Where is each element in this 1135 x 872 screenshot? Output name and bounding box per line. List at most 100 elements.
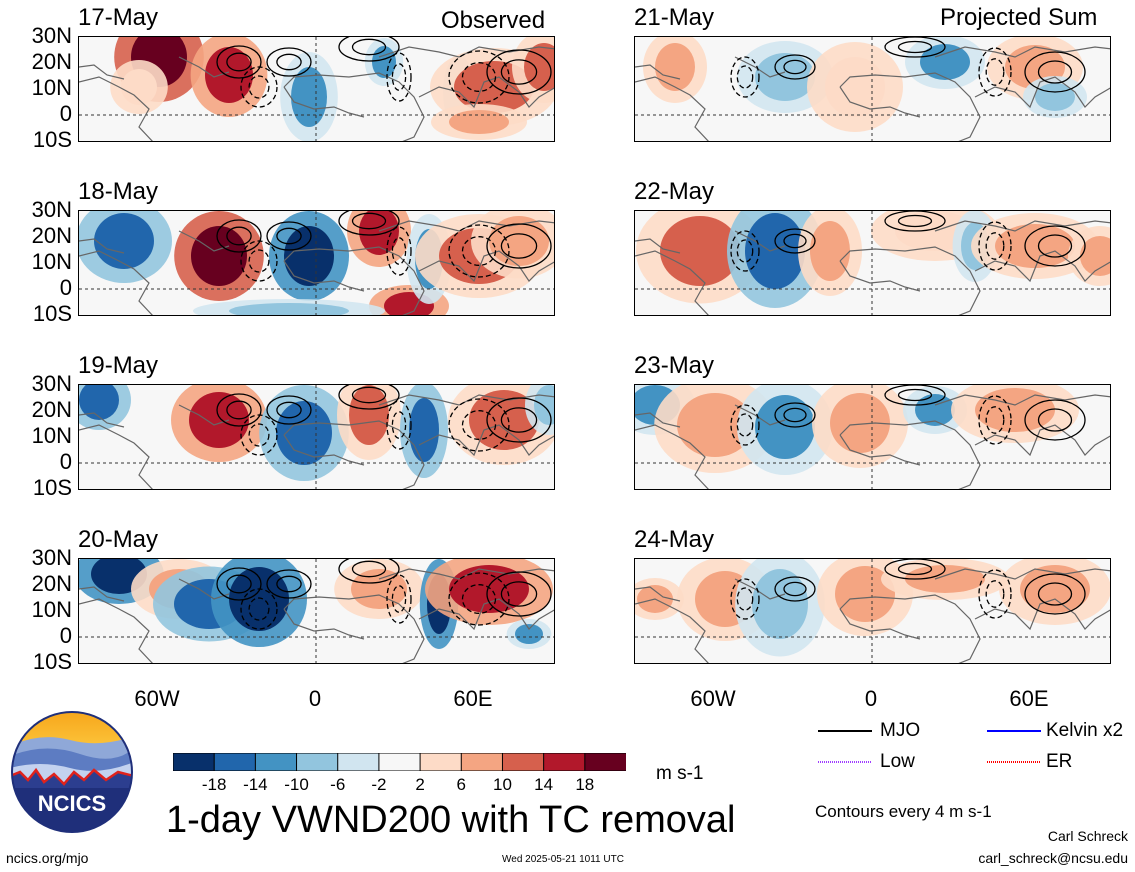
coastline	[974, 76, 1110, 109]
mjo-contour	[783, 407, 807, 423]
colorbar-tick-label: -2	[371, 775, 387, 794]
coastline	[283, 434, 365, 466]
coastline	[934, 220, 1110, 232]
coastline	[178, 404, 230, 426]
footer-author: Carl Schreck	[1047, 828, 1128, 844]
mjo-contour	[1024, 51, 1086, 93]
coastline	[283, 594, 425, 663]
lat-label: 20N	[31, 397, 72, 422]
anomaly-core	[825, 57, 885, 117]
coastline	[839, 420, 981, 489]
legend-kelvin-label: Kelvin x2	[1046, 720, 1124, 741]
mjo-contour	[276, 227, 302, 245]
coastline	[734, 404, 786, 426]
mjo-contour	[391, 237, 407, 265]
coastline	[178, 230, 230, 252]
contour-note: Contours every 4 m s-1	[815, 802, 992, 821]
mjo-contour	[897, 388, 933, 402]
map-panel-projected	[634, 558, 1111, 664]
map-panel-projected	[634, 36, 1111, 142]
anomaly-core	[489, 216, 549, 266]
mjo-contour	[897, 562, 933, 576]
anomaly-core	[229, 303, 349, 315]
coastline	[839, 608, 921, 640]
coastline	[418, 76, 554, 109]
colorbar-swatch	[584, 752, 627, 772]
anomaly-core	[830, 393, 890, 453]
observed-title: Observed	[441, 7, 546, 34]
anomaly-core	[752, 569, 808, 639]
lat-label: 30N	[31, 23, 72, 48]
colorbar-swatch	[213, 752, 257, 772]
mjo-contour	[884, 211, 946, 232]
colorbar-tick-label: 18	[575, 775, 595, 794]
mjo-contour	[774, 576, 816, 602]
lon-label: 60E	[453, 686, 493, 711]
mjo-contour	[338, 37, 400, 62]
lat-label: 30N	[31, 371, 72, 396]
lon-label: 60E	[1009, 686, 1049, 711]
anomaly-core	[677, 393, 753, 457]
mjo-contour	[486, 571, 552, 617]
anomaly-core	[975, 388, 1055, 432]
anomaly-core	[660, 216, 740, 286]
anomaly-core	[905, 565, 985, 593]
anomaly-core	[1035, 83, 1075, 111]
mjo-contour	[978, 47, 1012, 97]
mjo-contour	[783, 581, 807, 597]
mjo-contour	[884, 559, 946, 580]
colorbar-swatch	[296, 752, 339, 772]
lat-label: 10S	[32, 301, 72, 326]
colorbar	[172, 752, 627, 772]
map-panel-observed	[78, 384, 555, 490]
coastline	[283, 420, 425, 489]
mjo-contour	[226, 574, 252, 594]
colorbar-tick-label: 6	[456, 775, 466, 794]
mjo-contour	[266, 395, 312, 425]
panel-date-label: 19-May	[78, 352, 159, 379]
mjo-contour	[448, 224, 510, 278]
legend-mjo-label: MJO	[880, 720, 921, 741]
mjo-contour	[386, 400, 412, 450]
coastline	[734, 230, 786, 252]
anomaly-core	[284, 226, 334, 286]
coastline	[839, 86, 921, 118]
mjo-contour	[351, 560, 387, 578]
colorbar-swatch	[543, 752, 586, 772]
coastline	[734, 56, 786, 78]
footer-email: carl_schreck@ncsu.edu	[978, 850, 1128, 866]
mjo-contour	[1024, 225, 1086, 267]
mjo-contour	[386, 226, 412, 276]
mjo-contour	[248, 597, 270, 621]
mjo-contour	[736, 239, 754, 263]
mjo-contour	[1024, 573, 1086, 615]
mjo-contour	[730, 230, 760, 272]
mjo-contour	[216, 567, 262, 601]
mjo-contour	[216, 219, 262, 253]
mjo-contour	[226, 52, 252, 72]
coastline	[79, 586, 125, 602]
lat-label: 10N	[31, 423, 72, 448]
mjo-contour	[216, 393, 262, 427]
mjo-contour	[248, 423, 270, 447]
colorbar-swatch	[254, 752, 298, 772]
lat-label: 0	[59, 449, 72, 474]
colorbar-tick-label: 10	[492, 775, 512, 794]
coastline	[839, 434, 921, 466]
mjo-contour	[351, 386, 387, 404]
projected-sum-title: Projected Sum	[940, 4, 1098, 31]
lon-label: 0	[864, 686, 878, 711]
anomaly-core	[121, 69, 157, 105]
coastline	[283, 86, 365, 118]
panel-date-label: 20-May	[78, 526, 159, 553]
mjo-contour	[783, 233, 807, 249]
panel-date-label: 21-May	[634, 4, 715, 31]
mjo-contour	[978, 569, 1012, 619]
lon-label: 60W	[690, 686, 736, 711]
mjo-contour	[448, 572, 510, 626]
coastline	[839, 246, 981, 315]
lat-label: 0	[59, 101, 72, 126]
mjo-contour	[736, 413, 754, 437]
mjo-contour	[985, 232, 1005, 260]
mjo-contour	[461, 410, 497, 440]
